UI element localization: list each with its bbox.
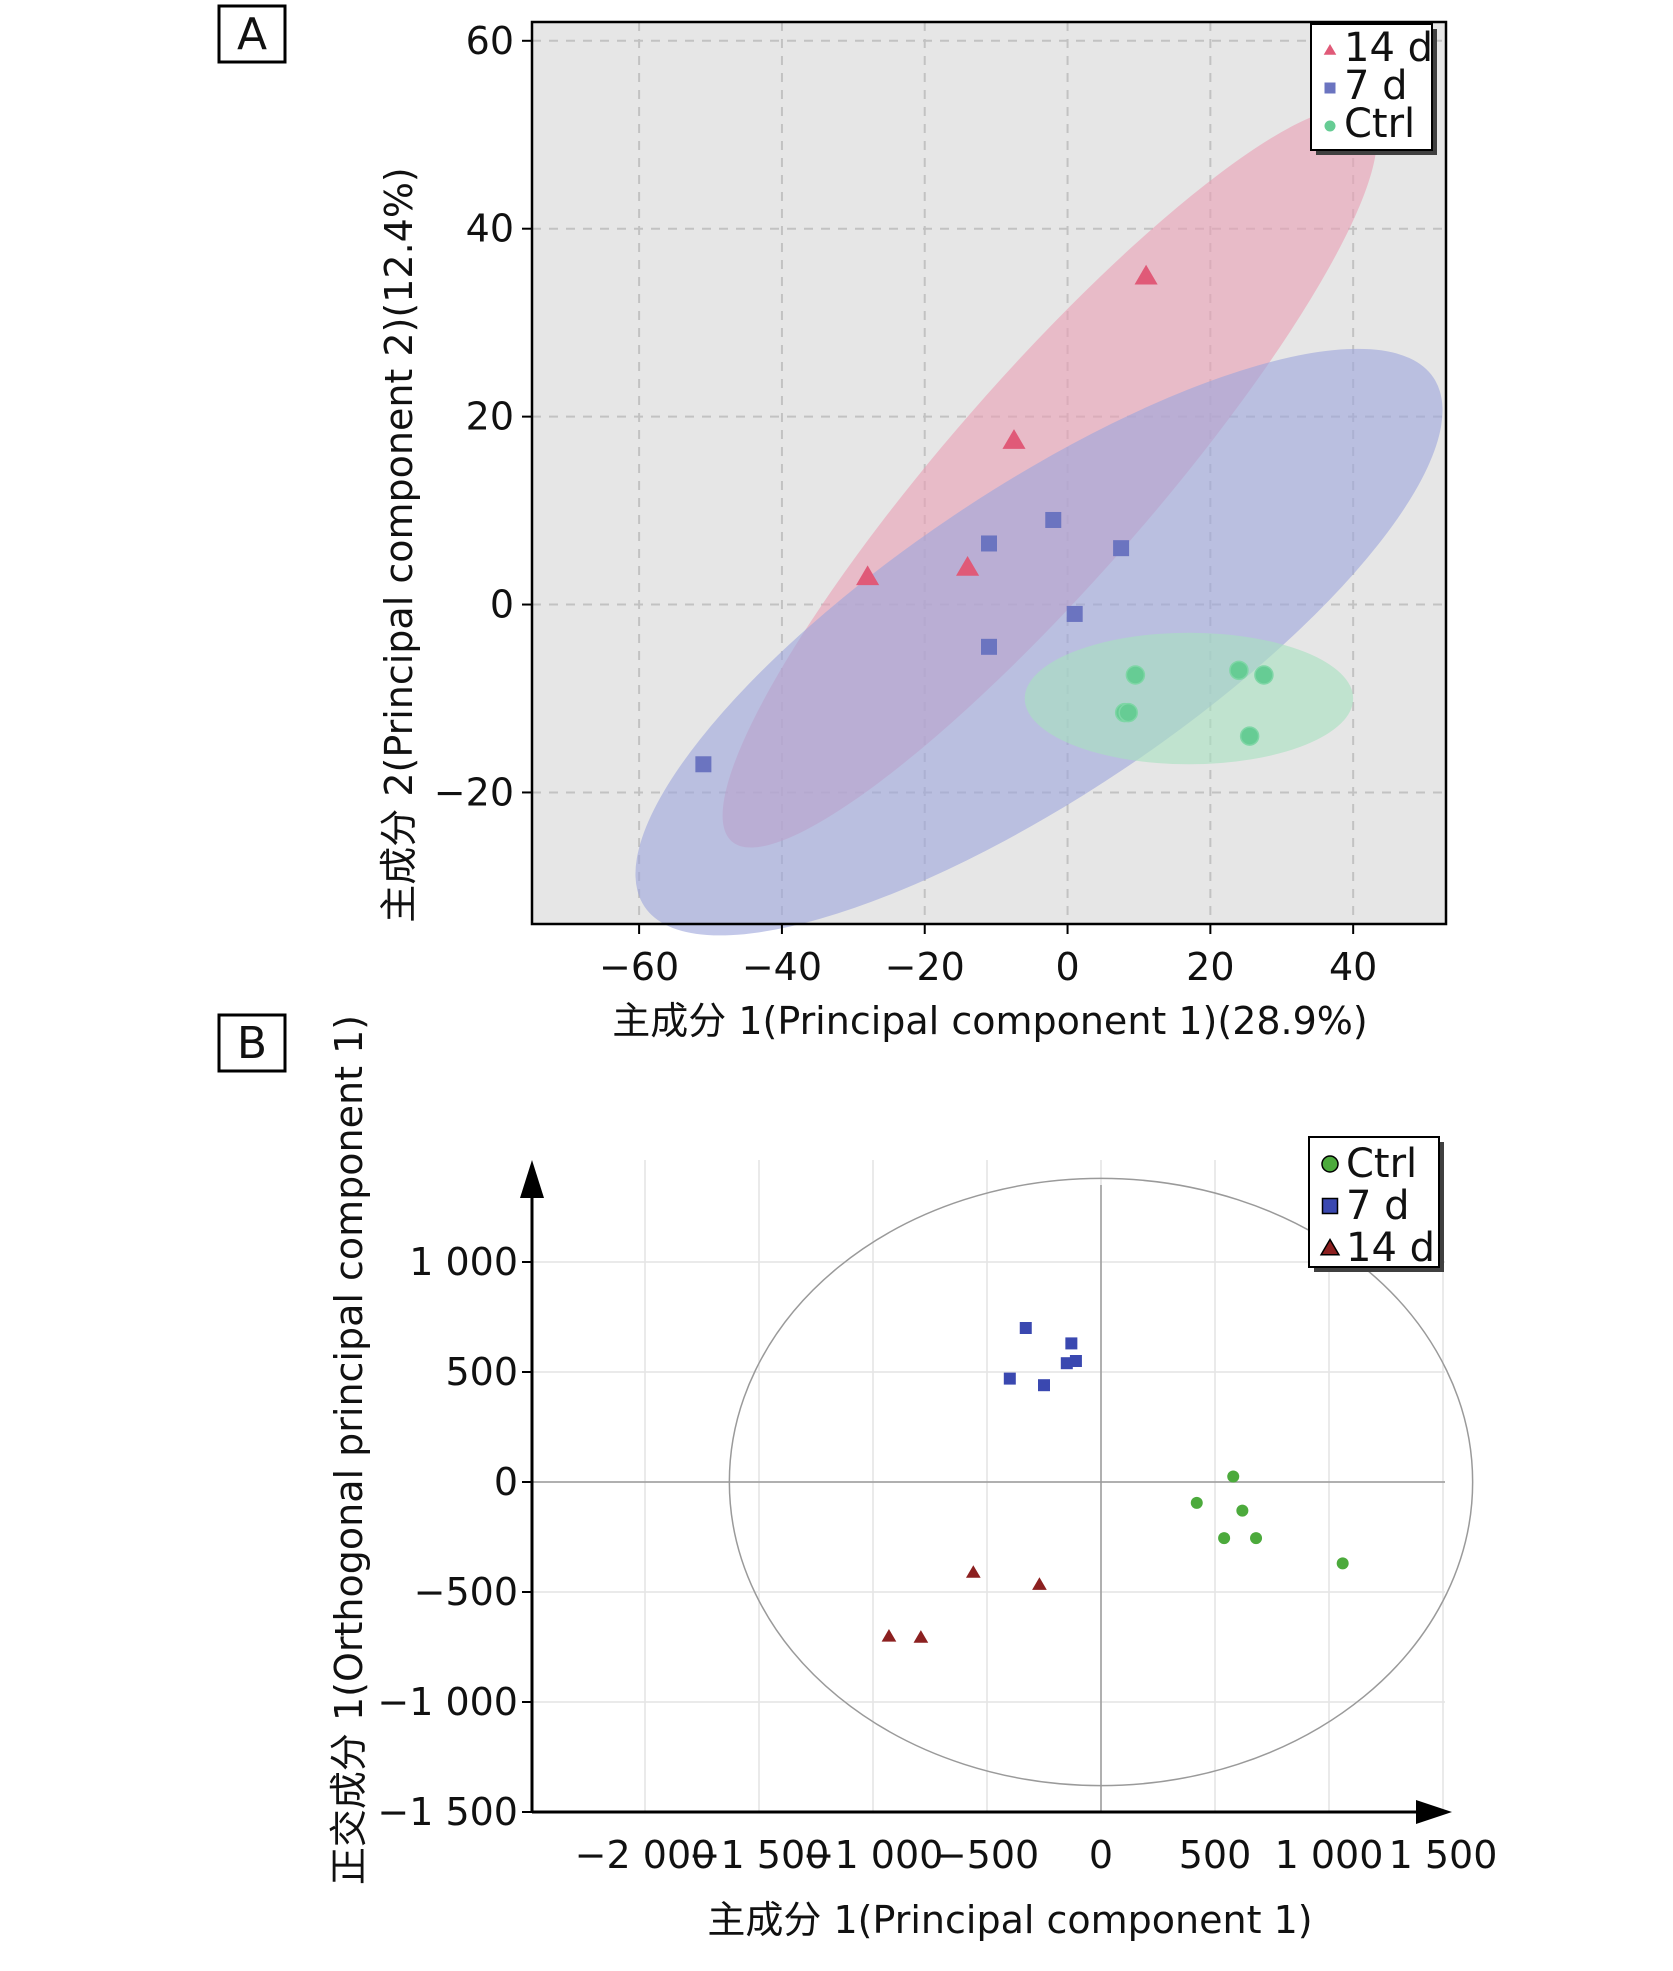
panel-a-legend-label: 7 d	[1344, 63, 1408, 109]
panel-b-y-tick-label: 0	[494, 1460, 518, 1504]
panel-b-legend-label: 7 d	[1346, 1183, 1410, 1229]
panel-a-ellipse-ctrl	[1024, 632, 1354, 765]
panel-b-points	[881, 1322, 1349, 1643]
panel-a-label: A	[237, 9, 267, 60]
panel-b-legend-label: 14 d	[1346, 1225, 1435, 1271]
panel-b-x-axis-title: 主成分 1(Principal component 1)	[707, 1898, 1312, 1942]
panel-a-x-tick-label: −40	[742, 945, 822, 989]
panel-b-x-tick-label: 1 000	[1275, 1833, 1384, 1877]
panel-a-point-14d	[856, 565, 880, 586]
panel-b-label: B	[237, 1018, 267, 1069]
panel-a-point-14d	[1134, 264, 1158, 285]
panel-b: B −2 000−1 500−1 000−500 0 500 1 000 1 500 −…	[217, 1013, 1498, 1942]
panel-a-point-7d	[1045, 511, 1062, 528]
panel-b-point-ctrl	[1227, 1470, 1240, 1483]
panel-b-point-14d	[1032, 1577, 1047, 1590]
panel-b-x-tick-label: −1 000	[803, 1833, 944, 1877]
panel-a-y-tick-label: 20	[466, 395, 514, 439]
panel-b-x-tick-label: 500	[1179, 1833, 1252, 1877]
panel-b-x-tick-label: 0	[1089, 1833, 1113, 1877]
panel-a-point-7d	[981, 638, 997, 655]
panel-a-point-ctrl	[1254, 665, 1274, 685]
panel-b-y-ticks: −1 500 −1 000 −500 0 500 1 000	[377, 1240, 532, 1834]
panel-b-y-tick-label: 1 000	[409, 1240, 518, 1284]
panel-a-x-tick-label: −20	[885, 945, 965, 989]
panel-b-legend-marker	[1321, 1197, 1339, 1215]
panel-a-point-7d	[1113, 540, 1130, 557]
panel-a-y-tick-label: 0	[490, 583, 514, 627]
panel-b-y-tick-label: −1 000	[377, 1680, 518, 1724]
panel-a-points	[695, 264, 1274, 773]
panel-a-y-ticks: −20 0 20 40 60	[434, 19, 532, 814]
panel-b-point-ctrl	[1336, 1557, 1349, 1570]
panel-b-point-ctrl	[1218, 1532, 1231, 1545]
panel-b-point-ctrl	[1236, 1504, 1249, 1517]
panel-b-x-ticks: −2 000−1 500−1 000−500 0 500 1 000 1 500	[575, 1833, 1498, 1877]
panel-a-label-box	[217, 4, 287, 64]
panel-b-point-14d	[913, 1630, 929, 1643]
panel-b-label-box	[217, 1013, 287, 1073]
panel-b-confidence-ellipse	[728, 1177, 1474, 1787]
panel-a-legend-marker	[1324, 120, 1336, 132]
panel-a-x-axis-title: 主成分 1(Principal component 1)(28.9%)	[612, 999, 1368, 1043]
panel-b-y-axis-title: 正交成分 1(Orthogonal principal component 1)	[327, 1015, 371, 1885]
panel-a-point-ctrl	[1125, 665, 1146, 685]
panel-a-legend-marker	[1323, 44, 1337, 55]
panel-a: A −60 −40 −20 0 20 40 −20 0 20 40 60 主成分 1(Princi…	[217, 4, 1448, 1043]
panel-a-legend-label: 14 d	[1344, 25, 1433, 71]
panel-a-x-tick-label: −60	[599, 945, 679, 989]
panel-a-point-ctrl	[1239, 726, 1260, 746]
panel-b-legend-label: Ctrl	[1346, 1141, 1417, 1187]
panel-b-x-tick-label: −1 500	[689, 1833, 830, 1877]
panel-b-point-7d	[1060, 1357, 1073, 1370]
panel-a-point-7d	[1066, 605, 1083, 622]
panel-a-y-tick-label: 60	[466, 19, 514, 63]
panel-b-legend-marker	[1319, 1238, 1341, 1256]
panel-a-x-ticks: −60 −40 −20 0 20 40	[599, 924, 1377, 989]
panel-a-y-tick-label: 40	[466, 207, 514, 251]
panel-a-legend-marker	[1324, 82, 1336, 94]
panel-a-point-ctrl	[1118, 702, 1138, 723]
panel-a-point-7d	[981, 535, 997, 552]
panel-b-legend-marker	[1321, 1155, 1339, 1173]
panel-b-axes	[520, 1160, 1452, 1824]
panel-b-x-tick-label: 1 500	[1389, 1833, 1498, 1877]
panel-a-point-14d	[1002, 429, 1026, 449]
panel-a-x-tick-label: 20	[1186, 945, 1234, 989]
panel-b-y-tick-label: 500	[445, 1350, 518, 1394]
panel-b-point-ctrl	[1190, 1496, 1203, 1509]
panel-b-zero-lines	[532, 1185, 1445, 1812]
panel-b-x-tick-label: −500	[935, 1833, 1039, 1877]
panel-b-x-tick-label: −2 000	[575, 1833, 716, 1877]
panel-b-point-7d	[1065, 1337, 1078, 1350]
panel-a-point-7d	[695, 756, 712, 773]
panel-b-y-axis-arrow	[520, 1160, 544, 1198]
panel-b-y-tick-label: −500	[414, 1570, 518, 1614]
panel-a-x-tick-label: 40	[1329, 945, 1377, 989]
panel-a-point-14d	[956, 555, 980, 576]
panel-a-ellipse-7d	[635, 348, 1443, 936]
panel-b-point-14d	[965, 1565, 981, 1578]
panel-a-legend-label: Ctrl	[1344, 101, 1415, 147]
panel-b-y-tick-label: −1 500	[377, 1790, 518, 1834]
panel-b-point-7d	[1069, 1355, 1082, 1367]
panel-b-point-7d	[1038, 1379, 1050, 1392]
panel-b-point-14d	[881, 1629, 897, 1642]
panel-a-plot-border	[530, 20, 1448, 926]
panel-a-ellipses	[635, 107, 1443, 936]
panel-a-y-tick-label: −20	[434, 770, 514, 814]
panel-a-y-axis-title: 主成分 2(Principal component 2)(12.4%)	[377, 167, 421, 923]
panel-a-x-tick-label: 0	[1055, 945, 1079, 989]
panel-a-point-ctrl	[1229, 660, 1249, 681]
panel-b-x-axis-arrow	[1416, 1800, 1452, 1824]
panel-b-point-7d	[1003, 1372, 1016, 1385]
panel-b-point-7d	[1019, 1322, 1032, 1334]
panel-b-point-ctrl	[1250, 1532, 1263, 1545]
